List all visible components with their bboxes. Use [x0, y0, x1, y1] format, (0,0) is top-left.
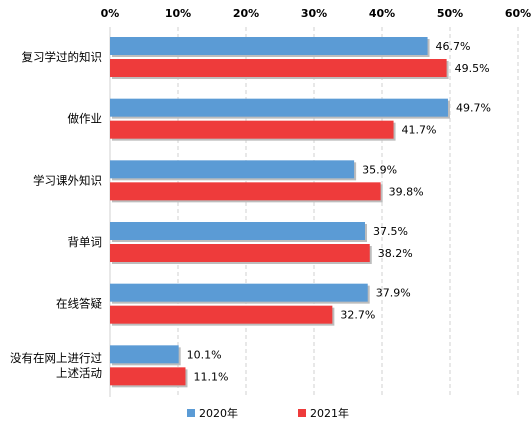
- bar-2020: [110, 98, 448, 117]
- bar-2021: [110, 182, 381, 201]
- data-label: 41.7%: [402, 124, 437, 137]
- category-label: 做作业: [68, 112, 103, 126]
- data-label: 35.9%: [362, 163, 397, 176]
- bar-2021: [110, 244, 370, 262]
- data-label: 37.5%: [373, 225, 408, 238]
- x-axis: 0% 10% 20% 30% 40% 50% 60%: [101, 7, 532, 20]
- bar-2021: [110, 120, 394, 139]
- data-label: 49.7%: [456, 102, 491, 115]
- data-label: 37.9%: [376, 287, 411, 300]
- data-label: 11.1%: [193, 370, 228, 383]
- data-label: 10.1%: [187, 348, 222, 361]
- bar-2021: [110, 367, 186, 386]
- x-tick-label: 10%: [165, 7, 191, 20]
- category-label: 没有在网上进行过: [10, 351, 102, 365]
- x-tick-label: 0%: [101, 7, 120, 20]
- category-label: 背单词: [68, 235, 103, 249]
- bar-2020: [110, 345, 179, 364]
- bar-2021: [110, 59, 447, 77]
- x-tick-label: 50%: [437, 7, 463, 20]
- x-tick-label: 30%: [301, 7, 327, 20]
- legend-label: 2020年: [199, 406, 238, 420]
- category-label: 在线答疑: [56, 297, 102, 311]
- bar-2020: [110, 37, 428, 55]
- data-label: 32.7%: [340, 309, 375, 322]
- category-label: 复习学过的知识: [22, 50, 103, 64]
- legend-label: 2021年: [310, 406, 349, 420]
- gridlines: [109, 27, 519, 397]
- bar-2021: [110, 305, 333, 324]
- bar-2020: [110, 160, 355, 179]
- data-label: 46.7%: [436, 40, 471, 53]
- data-label: 39.8%: [389, 185, 424, 198]
- legend-swatch: [298, 409, 306, 417]
- data-label: 38.2%: [378, 247, 413, 260]
- bar-2020: [110, 283, 368, 302]
- data-label: 49.5%: [455, 62, 490, 75]
- legend: 2020年 2021年: [187, 406, 349, 420]
- category-label: 学习课外知识: [33, 173, 102, 187]
- x-tick-label: 20%: [233, 7, 259, 20]
- bar-2020: [110, 222, 365, 240]
- x-tick-label: 40%: [369, 7, 395, 20]
- bars: [110, 37, 450, 388]
- category-label: 上述活动: [56, 366, 102, 380]
- x-tick-label: 60%: [505, 7, 531, 20]
- data-labels: 46.7% 49.7% 35.9% 37.5% 37.9% 10.1% 49.5% 41.7%…: [187, 40, 491, 383]
- legend-swatch: [187, 409, 195, 417]
